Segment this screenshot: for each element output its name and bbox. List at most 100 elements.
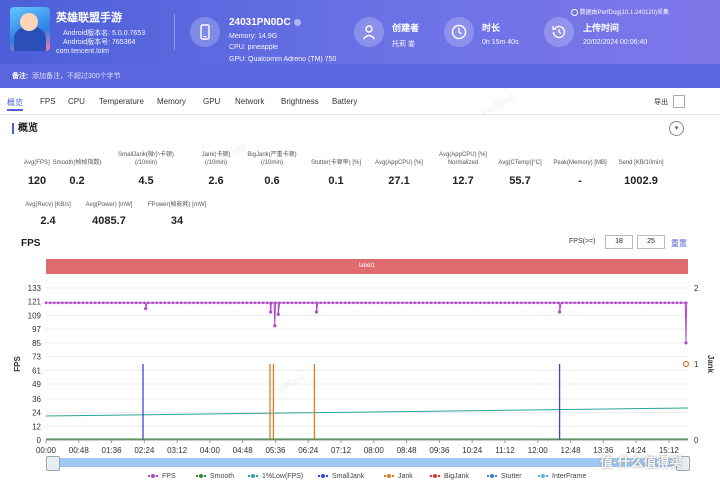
fps-point [602, 301, 605, 305]
tab-network[interactable]: Network [235, 97, 265, 106]
y-tick-label: 24 [32, 409, 41, 418]
time-range-slider[interactable] [46, 458, 688, 467]
fps-point [81, 301, 85, 305]
metric-label: Avg(FPS) [24, 160, 50, 166]
fps-point [360, 301, 363, 305]
fps-point [270, 301, 273, 305]
device-cpu: CPU: pineapple [229, 44, 279, 51]
fps-point [89, 301, 93, 305]
fps-point [429, 301, 433, 305]
tab-memory[interactable]: Memory [157, 97, 186, 106]
fps-point [618, 301, 622, 305]
x-tick-label: 03:12 [167, 446, 188, 455]
tab-fps[interactable]: FPS [40, 97, 56, 106]
phone-icon [190, 17, 220, 47]
report-header: 英雄联盟手游 Android版本名: 5.0.0.7653 Android版本号… [0, 0, 720, 64]
legend-item[interactable]: Stutter [487, 473, 522, 480]
fps-point [638, 301, 642, 305]
slider-handle-left[interactable] [46, 456, 60, 471]
fps-point [208, 301, 212, 305]
slider-handle-right[interactable] [676, 456, 690, 471]
tab-overview[interactable]: 概览 [7, 98, 23, 107]
legend-item[interactable]: 1%Low(FPS) [248, 473, 303, 480]
metric-value: 4.5 [138, 175, 154, 187]
fps-point [126, 301, 130, 305]
fps-point [458, 301, 462, 305]
tab-brightness[interactable]: Brightness [281, 97, 319, 106]
fps-point [220, 301, 224, 305]
device-gpu: GPU: Qualcomm Adreno (TM) 750 [229, 56, 337, 63]
legend-item[interactable]: SmallJank [318, 473, 364, 480]
x-tick-label: 12:00 [528, 446, 549, 455]
fps-chart-title: FPS [21, 238, 41, 249]
creator-value: 托莉 娄 [392, 41, 415, 48]
fps-point [229, 301, 232, 305]
legend-item[interactable]: InterFrame [538, 473, 586, 480]
tab-temperature[interactable]: Temperature [99, 97, 144, 106]
export-button[interactable]: 导出 [654, 99, 668, 106]
fps-point [495, 301, 499, 305]
fps-point [179, 301, 183, 305]
fps-point [106, 301, 109, 305]
tab-battery[interactable]: Battery [332, 97, 358, 106]
legend-item[interactable]: Smooth [196, 473, 234, 480]
fps-point [294, 301, 298, 305]
legend-label: Jank [398, 473, 413, 480]
fps-point [225, 301, 228, 305]
fps-filter-input-2[interactable]: 25 [637, 235, 665, 249]
fps-point [102, 301, 105, 305]
export-icon[interactable] [673, 95, 685, 108]
fps-point [143, 301, 146, 305]
fps-point [44, 301, 48, 305]
metric-label: Smooth(帧帧指数) [52, 160, 102, 166]
y-tick-label: 97 [32, 325, 41, 334]
tab-cpu[interactable]: CPU [68, 97, 85, 106]
fps-point [77, 301, 81, 305]
fps-point [520, 301, 523, 305]
fps-point [171, 301, 175, 305]
y-tick-label: 133 [28, 284, 42, 293]
legend-item[interactable]: BigJank [430, 473, 469, 480]
fps-point [544, 301, 548, 305]
label-bar[interactable]: label1 [46, 259, 688, 274]
y-tick-label: 0 [37, 436, 42, 445]
legend-marker-icon [487, 473, 497, 480]
metric-label: FPower(帧能耗) [mW] [147, 202, 207, 208]
x-tick-label: 10:24 [462, 446, 483, 455]
metric-value: 4085.7 [92, 215, 126, 227]
legend-marker-icon [148, 473, 158, 480]
legend-item[interactable]: Jank [384, 473, 413, 480]
x-tick-label: 05:36 [265, 446, 286, 455]
app-icon [10, 7, 50, 51]
reset-button[interactable]: 重置 [671, 239, 687, 248]
fps-point [188, 301, 191, 305]
collapse-chevron-icon[interactable]: ▾ [669, 121, 684, 136]
legend-item[interactable]: FPS [148, 473, 176, 480]
fps-point [204, 301, 208, 305]
fps-point [479, 301, 482, 305]
divider [174, 14, 175, 50]
info-icon [293, 18, 301, 26]
metric-value: 0.6 [264, 175, 280, 187]
metric-label: Avg(Recv) [KB/s] [25, 202, 71, 208]
fps-point [626, 301, 630, 305]
fps-point [491, 301, 494, 305]
fps-point [503, 301, 507, 305]
fps-point [397, 301, 400, 305]
app-name: 英雄联盟手游 [56, 12, 122, 24]
fps-point [306, 301, 310, 305]
fps-point [73, 301, 76, 305]
notes-input[interactable]: 添加备注，不超过300个字节 [32, 73, 121, 80]
y-tick-label: 61 [32, 366, 41, 375]
fps-filter-input-1[interactable]: 18 [605, 235, 633, 249]
site-watermark: 值·什么值得买 [600, 455, 683, 470]
notes-bar[interactable]: 备注: 添加备注，不超过300个字节 [0, 64, 720, 88]
fps-point [524, 301, 527, 305]
fps-point [634, 301, 638, 305]
fps-point [323, 301, 326, 305]
fps-point [483, 301, 486, 305]
metric-value: 27.1 [388, 175, 410, 187]
metric-value: - [578, 175, 582, 187]
tab-gpu[interactable]: GPU [203, 97, 221, 106]
metric-value: 2.6 [208, 175, 224, 187]
